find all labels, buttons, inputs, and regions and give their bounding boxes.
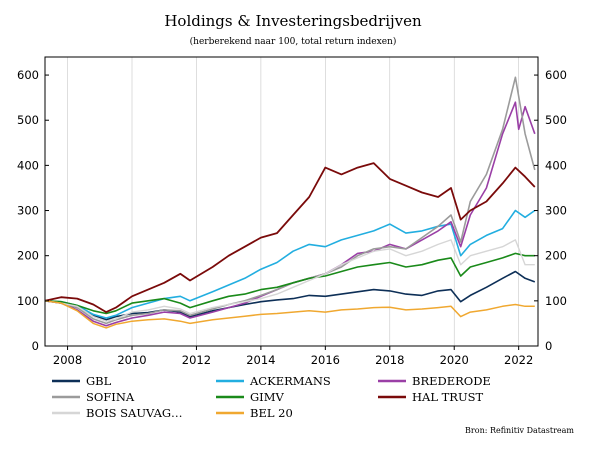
y-tick-label-left: 0 (32, 339, 39, 353)
series-line-6 (44, 239, 535, 322)
y-tick-label-right: 300 (545, 204, 567, 218)
gridlines (67, 57, 519, 346)
x-tick-label: 2022 (504, 353, 533, 367)
source-note: Bron: Refinitiv Datastream (465, 426, 574, 435)
legend-label-3: SOFINA (86, 390, 135, 404)
series-line-3 (44, 76, 536, 325)
series-lines (44, 76, 536, 329)
y-axis-left-ticks: 0 100 200 300 400 500 600 (17, 68, 49, 353)
x-tick-label: 2020 (440, 353, 469, 367)
series-line-5 (44, 162, 536, 314)
legend: GBL ACKERMANS BREDERODE SOFINA GIMV HAL TRUST… (52, 374, 491, 420)
y-tick-label-left: 100 (17, 294, 39, 308)
x-tick-label: 2014 (246, 353, 275, 367)
y-tick-label-right: 0 (545, 339, 552, 353)
series-line-2 (44, 101, 536, 327)
y-tick-label-left: 200 (17, 249, 39, 263)
y-tick-label-left: 300 (17, 204, 39, 218)
x-tick-label: 2008 (53, 353, 82, 367)
y-tick-label-left: 500 (17, 113, 39, 127)
y-tick-label-right: 500 (545, 113, 567, 127)
x-tick-label: 2016 (311, 353, 340, 367)
series-line-1 (44, 209, 536, 319)
x-tick-label: 2010 (117, 353, 146, 367)
legend-label-6: BOIS SAUVAG… (86, 406, 183, 420)
y-tick-label-left: 600 (17, 68, 39, 82)
y-tick-label-right: 100 (545, 294, 567, 308)
legend-label-5: HAL TRUST (412, 390, 484, 404)
x-tick-label: 2018 (375, 353, 404, 367)
plot-frame (44, 56, 539, 347)
legend-label-7: BEL 20 (250, 406, 293, 420)
y-axis-right-ticks: 0 100 200 300 400 500 600 (534, 68, 567, 353)
y-tick-label-right: 400 (545, 158, 567, 172)
chart-title: Holdings & Investeringsbedrijven (164, 12, 422, 30)
legend-label-0: GBL (86, 374, 112, 388)
legend-label-4: GIMV (250, 390, 285, 404)
y-tick-label-right: 600 (545, 68, 567, 82)
y-tick-label-left: 400 (17, 158, 39, 172)
chart-subtitle: (herberekend naar 100, total return inde… (190, 36, 397, 47)
series-line-7 (44, 300, 535, 329)
legend-label-2: BREDERODE (412, 374, 491, 388)
series-line-4 (44, 252, 535, 315)
x-tick-label: 2012 (182, 353, 211, 367)
x-axis-ticks: 2008 2010 2012 2014 2016 2018 2020 2022 (53, 346, 533, 367)
legend-label-1: ACKERMANS (249, 374, 331, 388)
y-tick-label-right: 200 (545, 249, 567, 263)
